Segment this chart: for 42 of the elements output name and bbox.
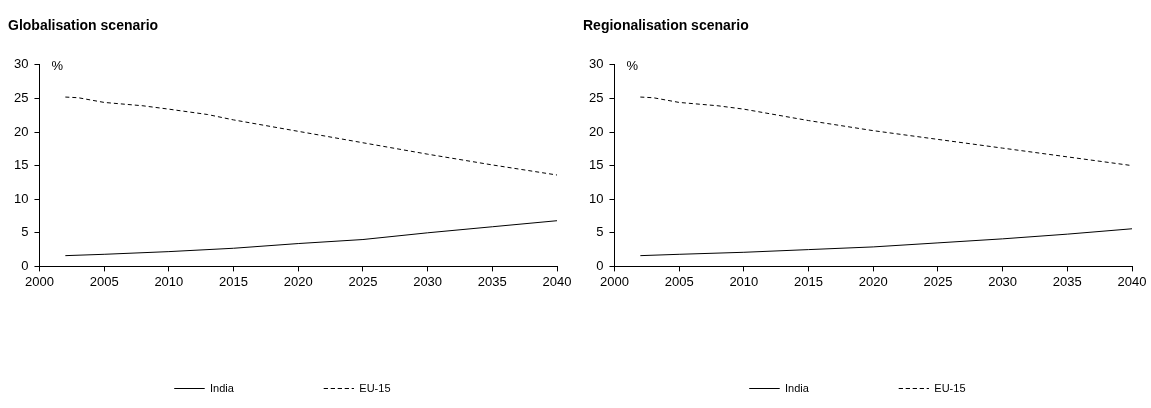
y-tick-label: 25 <box>588 89 604 105</box>
line-series <box>64 96 557 176</box>
y-tick-label: 10 <box>13 190 29 206</box>
y-axis-title: % <box>51 58 64 74</box>
y-tick-label: 5 <box>21 224 29 240</box>
line-series <box>639 96 1132 167</box>
y-tick-label: 25 <box>13 89 29 105</box>
x-tick-label: 2025 <box>923 273 953 289</box>
x-tick-label: 2010 <box>154 273 184 289</box>
x-tick-label: 2020 <box>858 273 888 289</box>
legend-label: India <box>209 381 235 394</box>
x-tick-label: 2020 <box>283 273 313 289</box>
y-tick-label: 15 <box>588 157 604 173</box>
y-tick-label: 5 <box>596 224 604 240</box>
x-tick-label: 2030 <box>413 273 443 289</box>
x-tick-label: 2015 <box>794 273 823 289</box>
x-tick-label: 2010 <box>729 273 759 289</box>
chart-title: Globalisation scenario <box>8 17 159 34</box>
legend-label: India <box>784 381 810 394</box>
y-tick-label: 15 <box>13 157 29 173</box>
x-tick-label: 2040 <box>1117 273 1147 289</box>
chart-title: Regionalisation scenario <box>583 17 749 34</box>
x-tick-label: 2035 <box>477 273 507 289</box>
x-tick-label: 2035 <box>1052 273 1082 289</box>
legend-label: EU-15 <box>934 381 966 394</box>
x-tick-label: 2030 <box>988 273 1018 289</box>
x-tick-label: 2005 <box>664 273 694 289</box>
y-axis-title: % <box>626 58 639 74</box>
y-tick-label: 0 <box>596 257 604 273</box>
x-tick-label: 2000 <box>600 273 629 289</box>
y-tick-label: 20 <box>13 123 29 139</box>
x-tick-label: 2040 <box>542 273 572 289</box>
x-tick-label: 2000 <box>25 273 54 289</box>
x-tick-label: 2015 <box>219 273 248 289</box>
y-tick-label: 30 <box>588 56 604 72</box>
y-tick-label: 30 <box>13 56 29 72</box>
x-tick-label: 2005 <box>89 273 119 289</box>
x-tick-label: 2025 <box>348 273 378 289</box>
legend-label: EU-15 <box>359 381 391 394</box>
y-tick-label: 0 <box>21 257 29 273</box>
y-tick-label: 10 <box>588 190 604 206</box>
y-tick-label: 20 <box>588 123 604 139</box>
